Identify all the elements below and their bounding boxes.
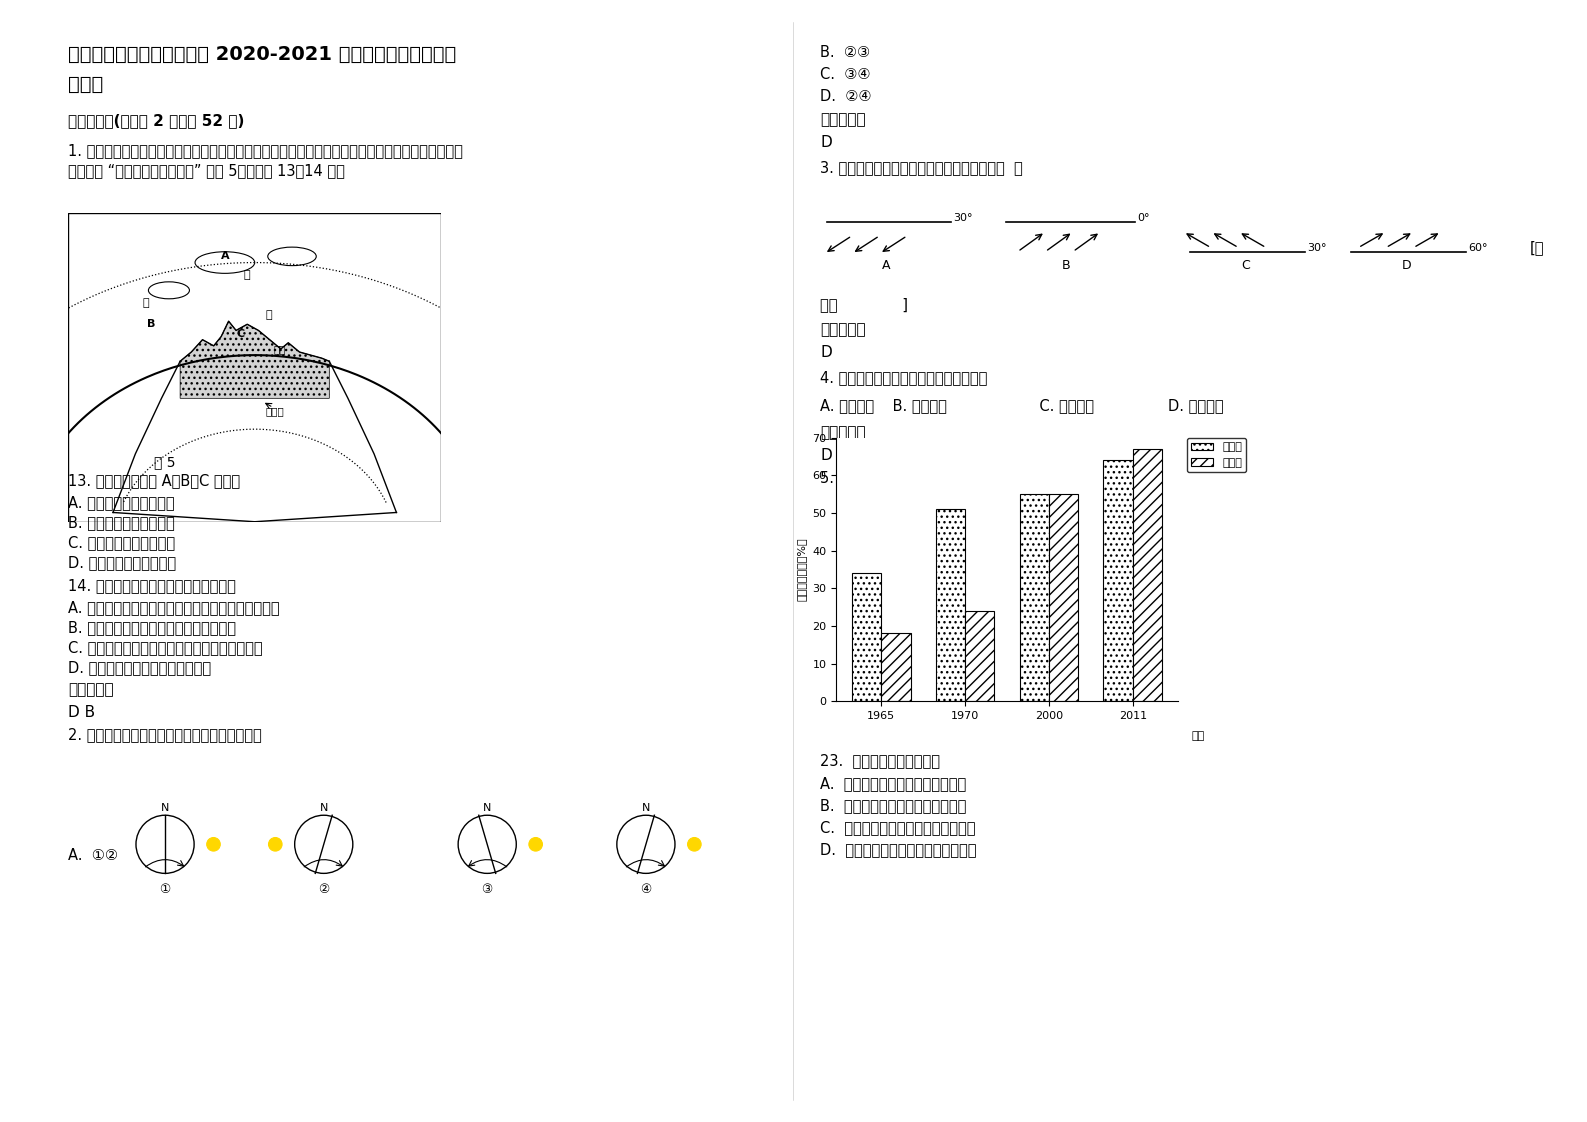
Text: ④: ④ [640, 883, 652, 895]
Text: 3. 下图的四幅图中，表示南半球西风带的是（  ）: 3. 下图的四幅图中，表示南半球西风带的是（ ） [820, 160, 1022, 175]
Text: N: N [160, 803, 170, 813]
Text: C. 岩石圈包括软流层及其以上的地幔部分和地壳: C. 岩石圈包括软流层及其以上的地幔部分和地壳 [68, 640, 262, 655]
Text: B. 大气圈的大气密度随海拔的增加而降低: B. 大气圈的大气密度随海拔的增加而降低 [68, 620, 236, 635]
Text: 参考答案：: 参考答案： [820, 112, 865, 127]
Bar [1103, 460, 1133, 701]
Ellipse shape [149, 282, 189, 298]
Y-axis label: 城市人口比重（%）: 城市人口比重（%） [797, 537, 806, 601]
Ellipse shape [195, 251, 254, 274]
Text: D: D [820, 344, 832, 360]
Text: 图 5: 图 5 [154, 456, 176, 469]
Text: ③: ③ [481, 883, 494, 895]
Text: B. 大气圈、岩石圈、水圈: B. 大气圈、岩石圈、水圈 [68, 515, 175, 530]
Text: ②: ② [317, 883, 330, 895]
Text: 1. 大气圈、水圈、生物圈、岩石圈四者之间相互联系、相互制约，形成人类赖以生存和发展的自然环: 1. 大气圈、水圈、生物圈、岩石圈四者之间相互联系、相互制约，形成人类赖以生存和… [68, 142, 463, 158]
Text: 年份: 年份 [1192, 730, 1205, 741]
Text: C. 岩石圈、水圈、大气圈: C. 岩石圈、水圈、大气圈 [68, 535, 175, 550]
Text: B: B [1062, 258, 1070, 272]
Text: D: D [820, 135, 832, 150]
Text: D.  ②④: D. ②④ [820, 89, 871, 104]
Text: 圈: 圈 [267, 310, 273, 320]
Text: N: N [319, 803, 329, 813]
Text: B.  新兴产业发达，城市化速度较快: B. 新兴产业发达，城市化速度较快 [820, 798, 966, 813]
Bar [965, 610, 995, 701]
Text: 参考答案：: 参考答案： [820, 322, 865, 337]
Bar [1133, 449, 1162, 701]
Text: C.  临近东北亚，城市化水平一直较低: C. 临近东北亚，城市化水平一直较低 [820, 820, 976, 835]
Text: 30°: 30° [1308, 242, 1327, 252]
Text: [来: [来 [1530, 240, 1544, 255]
Text: D.  对外开放早，易于引进外资和人才: D. 对外开放早，易于引进外资和人才 [820, 842, 976, 857]
Text: 境。结合 “地球圈层构造示意图” （图 5），回答 13～14 题。: 境。结合 “地球圈层构造示意图” （图 5），回答 13～14 题。 [68, 163, 344, 178]
Text: A: A [221, 251, 230, 261]
Text: C.  ③④: C. ③④ [820, 67, 871, 82]
Text: 生: 生 [143, 297, 149, 307]
Legend: 辽宁省, 广东省: 辽宁省, 广东省 [1187, 438, 1246, 472]
Text: 含解析: 含解析 [68, 75, 103, 94]
Circle shape [268, 837, 282, 852]
Circle shape [687, 837, 701, 852]
Text: 源：              ]: 源： ] [820, 297, 908, 312]
Text: 14. 关于地球外部圈层的叙述，正确的是: 14. 关于地球外部圈层的叙述，正确的是 [68, 578, 236, 594]
Text: D B: D B [68, 705, 95, 720]
Ellipse shape [268, 247, 316, 266]
Text: A. 水圈、大气圈、岩石圈: A. 水圈、大气圈、岩石圈 [68, 495, 175, 511]
Text: D: D [820, 448, 832, 463]
Text: C: C [1241, 258, 1251, 272]
Circle shape [206, 837, 221, 852]
Text: 湖北省咏宁市桥镇高级中学 2020-2021 学年高一地理期末试题: 湖北省咏宁市桥镇高级中学 2020-2021 学年高一地理期末试题 [68, 45, 455, 64]
Text: N: N [641, 803, 651, 813]
Bar [852, 573, 881, 701]
Text: 23.  与广东省相比，辽宁省: 23. 与广东省相比，辽宁省 [820, 753, 940, 767]
Text: 13. 图中所示的圈层 A、B、C 分别为: 13. 图中所示的圈层 A、B、C 分别为 [68, 473, 240, 488]
Text: D. 大气圈、水圈、岩石圈: D. 大气圈、水圈、岩石圈 [68, 555, 176, 570]
Text: 0°: 0° [1138, 213, 1151, 223]
Text: N: N [482, 803, 492, 813]
Text: D: D [1401, 258, 1411, 272]
Text: B: B [146, 320, 156, 330]
Text: 一、选择题(每小题 2 分，共 52 分): 一、选择题(每小题 2 分，共 52 分) [68, 113, 244, 128]
Text: 60°: 60° [1468, 242, 1489, 252]
Circle shape [528, 837, 543, 852]
Text: 2. 下图所示中正确表示地球绕日公转示意图的是: 2. 下图所示中正确表示地球绕日公转示意图的是 [68, 727, 262, 742]
Text: 5. 下图为辽宁省与广东省四个年份城市人口比重图。读图完成下列问题。: 5. 下图为辽宁省与广东省四个年份城市人口比重图。读图完成下列问题。 [820, 470, 1109, 485]
Bar [1019, 494, 1049, 701]
Bar [936, 509, 965, 701]
Text: B.  ②③: B. ②③ [820, 45, 870, 59]
Polygon shape [181, 321, 330, 398]
Text: 30°: 30° [954, 213, 973, 223]
Text: D. 生物圈是地球上所有生物的总称: D. 生物圈是地球上所有生物的总称 [68, 660, 211, 675]
Text: 参考答案：: 参考答案： [68, 682, 114, 697]
Bar [881, 634, 911, 701]
Text: A.  矿产资源丰富，城市化起步较早: A. 矿产资源丰富，城市化起步较早 [820, 776, 966, 791]
Text: A: A [882, 258, 890, 272]
Text: 参考答案：: 参考答案： [820, 425, 865, 440]
Text: 地面: 地面 [273, 344, 286, 355]
Text: ①: ① [159, 883, 171, 895]
Text: A. 草场资源    B. 森林资源                    C. 淡水资源                D. 煎炭资源: A. 草场资源 B. 森林资源 C. 淡水资源 D. 煎炭资源 [820, 398, 1224, 413]
Text: 物: 物 [243, 270, 251, 280]
Text: 4. 下列自然资源中属于非可再生资源的是: 4. 下列自然资源中属于非可再生资源的是 [820, 370, 987, 385]
Bar [1049, 494, 1078, 701]
Text: A.  ①②: A. ①② [68, 848, 117, 863]
Text: C: C [236, 329, 244, 339]
Text: 软流层: 软流层 [267, 406, 284, 416]
Text: A. 地球外部圈层包括岩石圈、水圈、大气圈和生物圈: A. 地球外部圈层包括岩石圈、水圈、大气圈和生物圈 [68, 600, 279, 615]
